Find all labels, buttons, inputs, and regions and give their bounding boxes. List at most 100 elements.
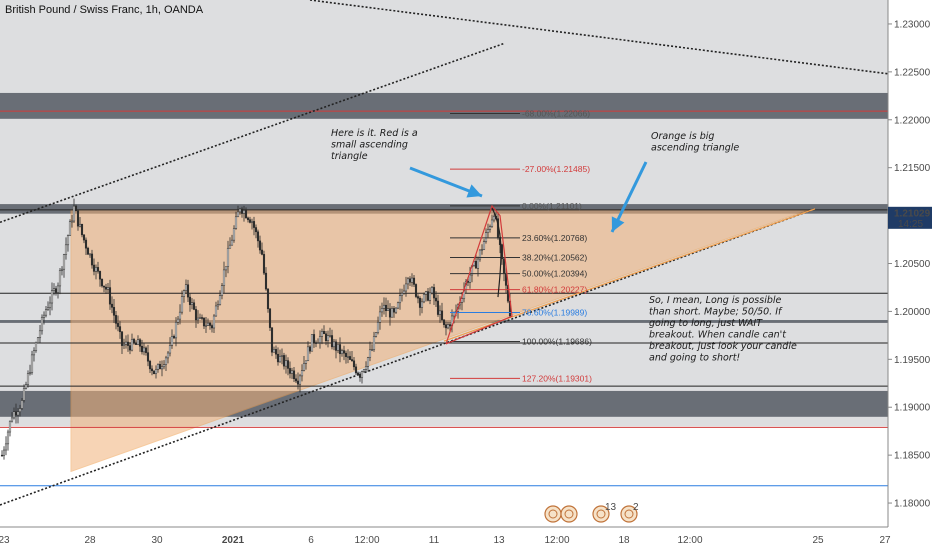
candle[interactable] (292, 366, 296, 383)
candle[interactable] (222, 261, 226, 294)
candle[interactable] (274, 345, 278, 359)
candle[interactable] (488, 224, 492, 233)
candle[interactable] (334, 339, 338, 359)
candle[interactable] (394, 307, 398, 315)
candle[interactable] (270, 327, 274, 357)
candle[interactable] (176, 316, 180, 326)
candle[interactable] (482, 239, 486, 251)
candle[interactable] (74, 204, 78, 212)
candle[interactable] (266, 288, 270, 313)
candle[interactable] (226, 240, 230, 274)
candle[interactable] (330, 329, 334, 350)
candle[interactable] (40, 314, 44, 335)
candle[interactable] (106, 283, 110, 293)
candle[interactable] (244, 207, 248, 219)
candle[interactable] (174, 317, 178, 347)
candle[interactable] (368, 341, 372, 362)
candle[interactable] (340, 348, 344, 357)
candle[interactable] (380, 302, 384, 317)
candle[interactable] (4, 436, 8, 456)
candle[interactable] (180, 290, 184, 315)
candle[interactable] (252, 216, 256, 236)
candle[interactable] (132, 337, 136, 345)
candle[interactable] (14, 403, 18, 424)
candle[interactable] (104, 283, 108, 294)
candle[interactable] (122, 338, 126, 350)
candle[interactable] (114, 311, 118, 330)
candle[interactable] (88, 253, 92, 258)
candle[interactable] (214, 301, 218, 317)
candle[interactable] (416, 294, 420, 304)
candle[interactable] (178, 304, 182, 325)
candle[interactable] (288, 361, 292, 379)
candle[interactable] (10, 412, 14, 423)
candle[interactable] (92, 258, 96, 276)
candle[interactable] (358, 371, 362, 382)
candle[interactable] (306, 341, 310, 362)
candle[interactable] (384, 297, 388, 318)
candle[interactable] (322, 325, 326, 335)
candle[interactable] (110, 296, 114, 314)
candle[interactable] (76, 210, 80, 231)
candle[interactable] (86, 246, 90, 255)
candle[interactable] (284, 354, 288, 374)
flag-icon[interactable] (560, 505, 578, 523)
candle[interactable] (376, 316, 380, 335)
candle[interactable] (490, 214, 494, 228)
candle[interactable] (250, 218, 254, 230)
candle[interactable] (60, 266, 64, 276)
candle[interactable] (28, 364, 32, 376)
candle[interactable] (24, 381, 28, 390)
candle[interactable] (134, 340, 138, 345)
candle[interactable] (156, 363, 160, 373)
candle[interactable] (168, 337, 172, 357)
candle[interactable] (478, 249, 482, 262)
candle[interactable] (54, 285, 58, 296)
candle[interactable] (96, 261, 100, 274)
candle[interactable] (422, 292, 426, 304)
candle[interactable] (286, 357, 290, 376)
candle[interactable] (204, 317, 208, 334)
candle[interactable] (200, 314, 204, 321)
candle[interactable] (400, 288, 404, 302)
candle[interactable] (72, 198, 76, 223)
candle[interactable] (160, 360, 164, 377)
candle[interactable] (260, 242, 264, 256)
candle[interactable] (130, 333, 134, 352)
candle[interactable] (150, 365, 154, 376)
candle[interactable] (480, 244, 484, 255)
candle[interactable] (172, 334, 176, 340)
candle[interactable] (136, 335, 140, 345)
candle[interactable] (234, 211, 238, 230)
candle[interactable] (248, 216, 252, 224)
candle[interactable] (84, 237, 88, 255)
candle[interactable] (254, 224, 258, 239)
flag-icon[interactable] (544, 505, 562, 523)
candle[interactable] (62, 253, 66, 278)
flag-icon[interactable]: 2 (620, 502, 639, 523)
candle[interactable] (140, 339, 144, 355)
candle[interactable] (474, 254, 478, 269)
candle[interactable] (148, 359, 152, 374)
candle[interactable] (48, 296, 52, 316)
candle[interactable] (124, 335, 128, 349)
candle[interactable] (16, 407, 20, 424)
candle[interactable] (224, 266, 228, 278)
candle[interactable] (408, 276, 412, 286)
candle[interactable] (390, 306, 394, 318)
candle[interactable] (44, 305, 48, 318)
candle[interactable] (486, 223, 490, 238)
candle[interactable] (386, 300, 390, 312)
candle[interactable] (196, 310, 200, 324)
candle[interactable] (278, 349, 282, 363)
candle[interactable] (336, 344, 340, 354)
candle[interactable] (328, 327, 332, 338)
candle[interactable] (238, 207, 242, 215)
candle[interactable] (56, 282, 60, 299)
candle[interactable] (142, 342, 146, 356)
candle[interactable] (102, 285, 106, 293)
candle[interactable] (444, 321, 448, 336)
candle[interactable] (0, 450, 4, 457)
candle[interactable] (78, 216, 82, 228)
